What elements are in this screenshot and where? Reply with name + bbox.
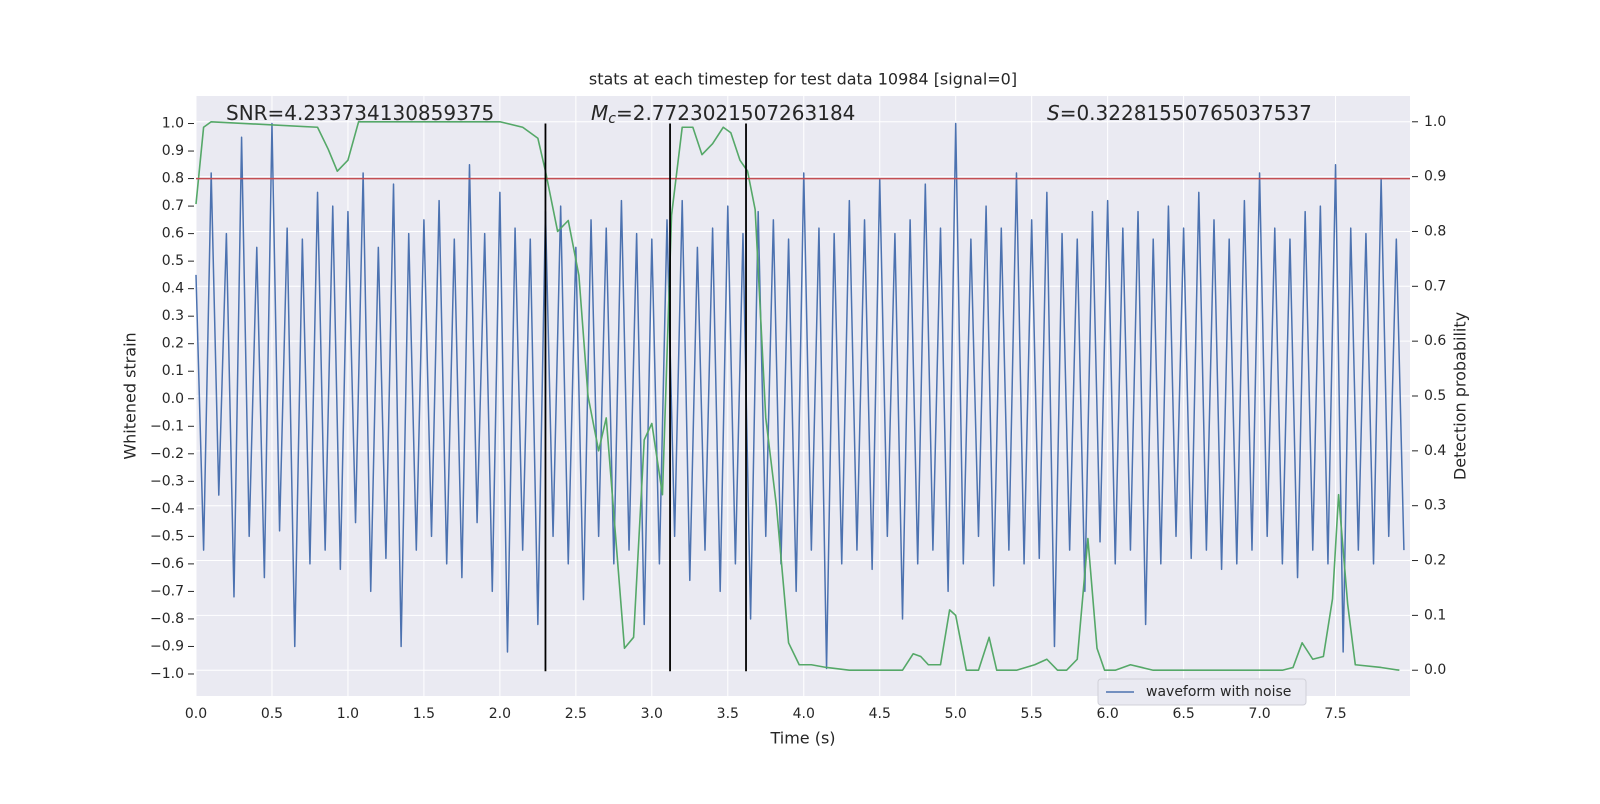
x-tick-label: 1.5	[413, 706, 435, 722]
y-tick-label: 0.3	[162, 308, 184, 324]
y2-tick-label: 0.1	[1424, 607, 1446, 623]
y2-tick-label: 0.2	[1424, 553, 1446, 569]
y-tick-label: 0.7	[162, 198, 184, 214]
y-tick-label: −0.6	[150, 556, 184, 572]
x-tick-label: 6.5	[1172, 706, 1194, 722]
y2-tick-label: 0.0	[1424, 662, 1446, 678]
y2-tick-label: 0.6	[1424, 333, 1446, 349]
y-tick-label: 0.2	[162, 336, 184, 352]
x-tick-label: 4.5	[869, 706, 891, 722]
x-tick-label: 2.0	[489, 706, 511, 722]
x-tick-label: 5.5	[1021, 706, 1043, 722]
y-tick-label: 0.8	[162, 171, 184, 187]
x-tick-label: 6.0	[1097, 706, 1119, 722]
y-tick-label: −1.0	[150, 666, 184, 682]
y-axis-label: Whitened strain	[121, 332, 140, 459]
y2-tick-label: 0.3	[1424, 498, 1446, 514]
annotation: Mc=2.7723021507263184	[591, 101, 855, 128]
legend-box	[1097, 678, 1307, 706]
y2-tick-label: 0.9	[1424, 169, 1446, 185]
series-line	[195, 120, 1400, 672]
y-tick-label: −0.8	[150, 611, 184, 627]
annotation-text: =2.7723021507263184	[616, 101, 855, 125]
x-tick-label: 0.0	[185, 706, 207, 722]
y-tick-label: 0.1	[162, 363, 184, 379]
y2-tick-label: 0.4	[1424, 443, 1446, 459]
x-tick-label: 1.0	[337, 706, 359, 722]
x-tick-label: 3.0	[641, 706, 663, 722]
x-tick-label: 7.5	[1324, 706, 1346, 722]
x-tick-label: 2.5	[565, 706, 587, 722]
y-tick-label: 0.9	[162, 143, 184, 159]
annotation-symbol: M	[591, 101, 608, 125]
x-tick-label: 3.5	[717, 706, 739, 722]
x-tick-label: 0.5	[261, 706, 283, 722]
series-line	[195, 122, 1405, 670]
y-tick-label: −0.9	[150, 638, 184, 654]
annotation-symbol: S	[1047, 101, 1060, 125]
annotation: SNR=4.233734130859375	[226, 101, 494, 125]
y2-tick-label: 0.5	[1424, 388, 1446, 404]
annotation-text: SNR=4.233734130859375	[226, 101, 494, 125]
y-tick-label: −0.7	[150, 583, 184, 599]
annotation-subscript: c	[608, 111, 616, 127]
chart-title: stats at each timestep for test data 109…	[589, 70, 1017, 89]
y-tick-label: 0.5	[162, 253, 184, 269]
annotation: S=0.32281550765037537	[1047, 101, 1312, 125]
y2-tick-label: 0.8	[1424, 223, 1446, 239]
y-tick-label: 0.0	[162, 391, 184, 407]
y-tick-label: 0.6	[162, 226, 184, 242]
x-tick-label: 4.0	[793, 706, 815, 722]
y2-tick-label: 1.0	[1424, 114, 1446, 130]
legend-label: waveform with noise	[1146, 684, 1291, 700]
y-tick-label: −0.4	[150, 501, 184, 517]
y-tick-label: −0.2	[150, 446, 184, 462]
annotation-text: =0.32281550765037537	[1060, 101, 1312, 125]
y-tick-label: 1.0	[162, 116, 184, 132]
y-tick-label: −0.5	[150, 528, 184, 544]
y-tick-label: 0.4	[162, 281, 184, 297]
y2-tick-label: 0.7	[1424, 278, 1446, 294]
x-tick-label: 5.0	[945, 706, 967, 722]
y-tick-label: −0.3	[150, 473, 184, 489]
y-tick-label: −0.1	[150, 418, 184, 434]
x-tick-label: 7.0	[1248, 706, 1270, 722]
x-axis-label: Time (s)	[769, 729, 835, 748]
y2-axis-label: Detection probability	[1451, 312, 1470, 480]
